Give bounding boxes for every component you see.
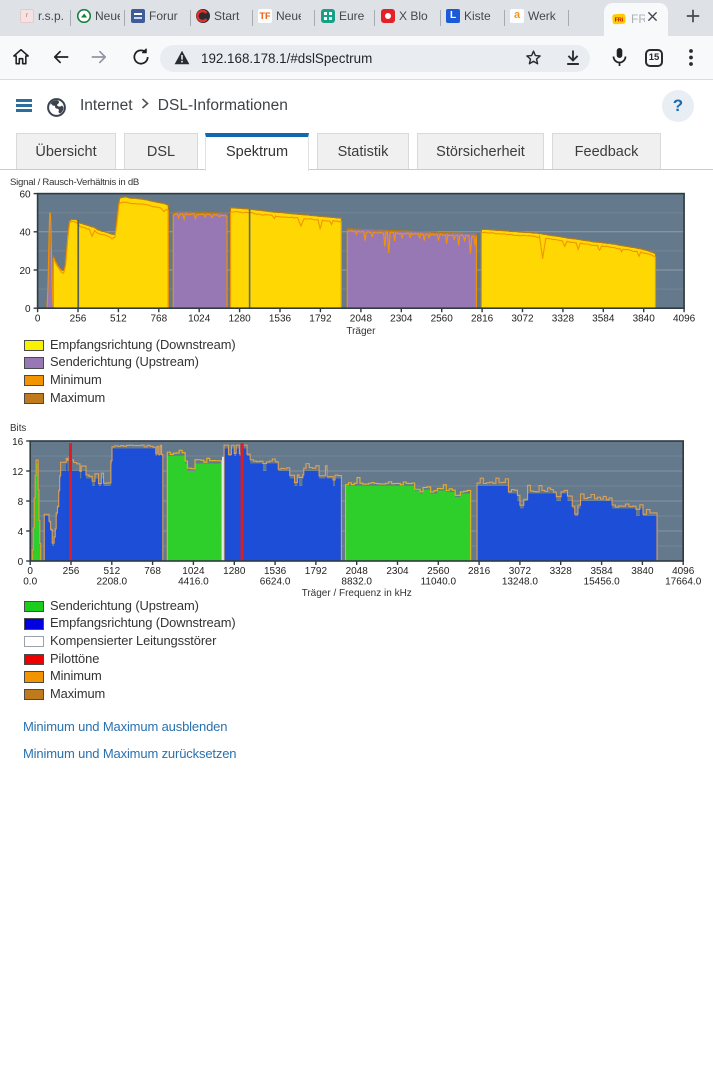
svg-text:60: 60 <box>19 189 31 200</box>
svg-text:17664.0: 17664.0 <box>665 577 702 588</box>
svg-text:4096: 4096 <box>673 314 696 325</box>
svg-text:4416.0: 4416.0 <box>178 577 209 588</box>
svg-text:1280: 1280 <box>223 566 246 577</box>
svg-text:0: 0 <box>18 557 24 568</box>
svg-text:1024: 1024 <box>188 314 211 325</box>
svg-text:3072: 3072 <box>509 566 532 577</box>
svg-text:256: 256 <box>63 566 80 577</box>
svg-text:1536: 1536 <box>269 314 292 325</box>
svg-text:3328: 3328 <box>550 566 573 577</box>
svg-text:6624.0: 6624.0 <box>260 577 291 588</box>
svg-text:13248.0: 13248.0 <box>502 577 539 588</box>
svg-text:Träger: Träger <box>346 326 376 337</box>
svg-text:0: 0 <box>25 304 31 315</box>
svg-text:3072: 3072 <box>511 314 534 325</box>
svg-text:1280: 1280 <box>228 314 251 325</box>
svg-text:1792: 1792 <box>305 566 328 577</box>
svg-text:2048: 2048 <box>350 314 373 325</box>
svg-text:2048: 2048 <box>346 566 369 577</box>
svg-text:768: 768 <box>150 314 167 325</box>
svg-text:3584: 3584 <box>592 314 615 325</box>
svg-text:40: 40 <box>19 228 31 239</box>
svg-text:20: 20 <box>19 266 31 277</box>
svg-text:0.0: 0.0 <box>23 577 37 588</box>
svg-text:1792: 1792 <box>309 314 332 325</box>
svg-text:256: 256 <box>70 314 87 325</box>
svg-text:1024: 1024 <box>182 566 205 577</box>
svg-text:8: 8 <box>18 497 24 508</box>
svg-text:768: 768 <box>144 566 161 577</box>
svg-text:3840: 3840 <box>631 566 654 577</box>
svg-text:2560: 2560 <box>431 314 454 325</box>
svg-text:2816: 2816 <box>471 314 494 325</box>
svg-text:FRi: FRi <box>615 18 624 24</box>
svg-text:3840: 3840 <box>633 314 656 325</box>
svg-text:11040.0: 11040.0 <box>421 577 457 588</box>
svg-text:4: 4 <box>18 527 24 538</box>
svg-text:0: 0 <box>27 566 33 577</box>
svg-text:512: 512 <box>110 314 127 325</box>
svg-text:3328: 3328 <box>552 314 575 325</box>
svg-text:Bits: Bits <box>10 423 26 434</box>
svg-text:4096: 4096 <box>672 566 695 577</box>
svg-text:Träger / Frequenz in kHz: Träger / Frequenz in kHz <box>302 588 412 599</box>
svg-text:1536: 1536 <box>264 566 287 577</box>
svg-text:2208.0: 2208.0 <box>97 577 128 588</box>
svg-text:512: 512 <box>103 566 120 577</box>
svg-text:16: 16 <box>12 437 24 448</box>
svg-text:3584: 3584 <box>590 566 613 577</box>
svg-text:2304: 2304 <box>386 566 409 577</box>
svg-text:0: 0 <box>35 314 41 325</box>
svg-text:8832.0: 8832.0 <box>341 577 372 588</box>
svg-text:15456.0: 15456.0 <box>584 577 621 588</box>
svg-text:Signal / Rausch-Verhältnis in: Signal / Rausch-Verhältnis in dB <box>10 177 139 188</box>
svg-text:2304: 2304 <box>390 314 413 325</box>
svg-text:2816: 2816 <box>468 566 491 577</box>
svg-text:2560: 2560 <box>427 566 450 577</box>
svg-text:12: 12 <box>12 467 24 478</box>
